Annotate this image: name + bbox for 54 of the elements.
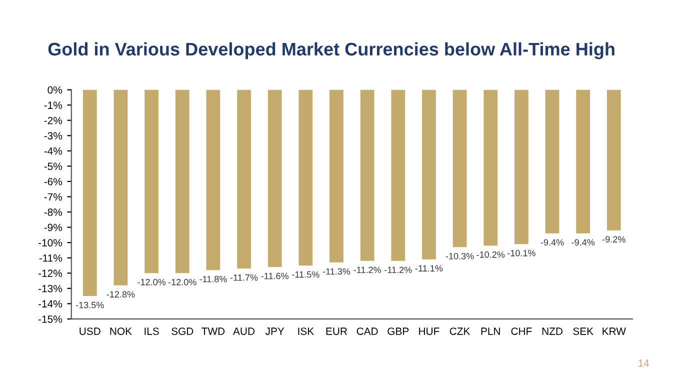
- y-tick-label: -10%: [38, 239, 62, 246]
- x-tick-label: GBP: [388, 328, 409, 335]
- y-tick-label: -15%: [38, 316, 62, 323]
- y-tick-label: 0%: [48, 86, 62, 94]
- data-label: -11.6%: [261, 272, 288, 280]
- x-tick-label: TWD: [202, 328, 225, 335]
- x-tick-label: ILS: [144, 328, 159, 335]
- data-label: -11.3%: [322, 268, 350, 275]
- data-label: -12.0%: [138, 278, 166, 286]
- x-tick-label: JPY: [265, 328, 284, 335]
- data-label: -12.8%: [106, 291, 135, 298]
- data-label: -9.4%: [572, 239, 595, 246]
- y-tick-label: -7%: [44, 193, 62, 201]
- x-tick-label: NOK: [110, 328, 132, 335]
- x-tick-label: USD: [80, 328, 100, 335]
- y-tick-label: -6%: [44, 178, 62, 186]
- y-tick-label: -9%: [44, 224, 62, 232]
- x-tick-label: SEK: [573, 328, 594, 335]
- x-tick-label: CHF: [511, 328, 532, 335]
- data-label: -11.2%: [354, 266, 381, 274]
- data-label: -13.5%: [76, 302, 104, 308]
- chart-title: Gold in Various Developed Market Currencies below All-Time High: [48, 42, 614, 60]
- data-label: -11.5%: [292, 271, 320, 278]
- data-label: -10.1%: [508, 250, 536, 256]
- y-tick-label: -11%: [39, 254, 62, 262]
- y-tick-label: -3%: [44, 132, 62, 140]
- y-tick-label: -2%: [44, 116, 62, 124]
- x-tick-label: CAD: [356, 328, 378, 335]
- data-label: -11.2%: [384, 266, 412, 274]
- data-label: -12.0%: [168, 278, 196, 286]
- x-tick-label: KRW: [602, 328, 626, 335]
- y-tick-label: -4%: [44, 147, 62, 155]
- data-label: -11.7%: [230, 274, 258, 281]
- x-tick-label: SGD: [172, 328, 194, 335]
- x-tick-label: CZK: [450, 328, 470, 335]
- y-tick-label: -1%: [44, 102, 62, 109]
- text: 14: [638, 360, 650, 367]
- x-tick-label: ISK: [298, 328, 314, 335]
- y-tick-label: -5%: [44, 162, 62, 170]
- x-tick-label: HUF: [419, 328, 440, 335]
- x-tick-label: PLN: [481, 328, 500, 335]
- data-label: -9.2%: [602, 236, 626, 243]
- data-label: -11.8%: [200, 276, 227, 282]
- y-tick-label: -13%: [38, 284, 62, 292]
- y-tick-label: -8%: [44, 208, 62, 216]
- x-tick-label: NZD: [542, 328, 562, 335]
- data-label: -10.2%: [476, 251, 505, 258]
- data-label: -11.1%: [415, 265, 443, 272]
- x-tick-label: AUD: [233, 328, 255, 335]
- y-tick-label: -12%: [38, 270, 62, 277]
- y-tick-label: -14%: [38, 300, 62, 308]
- data-label: -9.4%: [540, 239, 564, 246]
- x-tick-label: EUR: [326, 328, 347, 335]
- data-label: -10.3%: [446, 252, 474, 260]
